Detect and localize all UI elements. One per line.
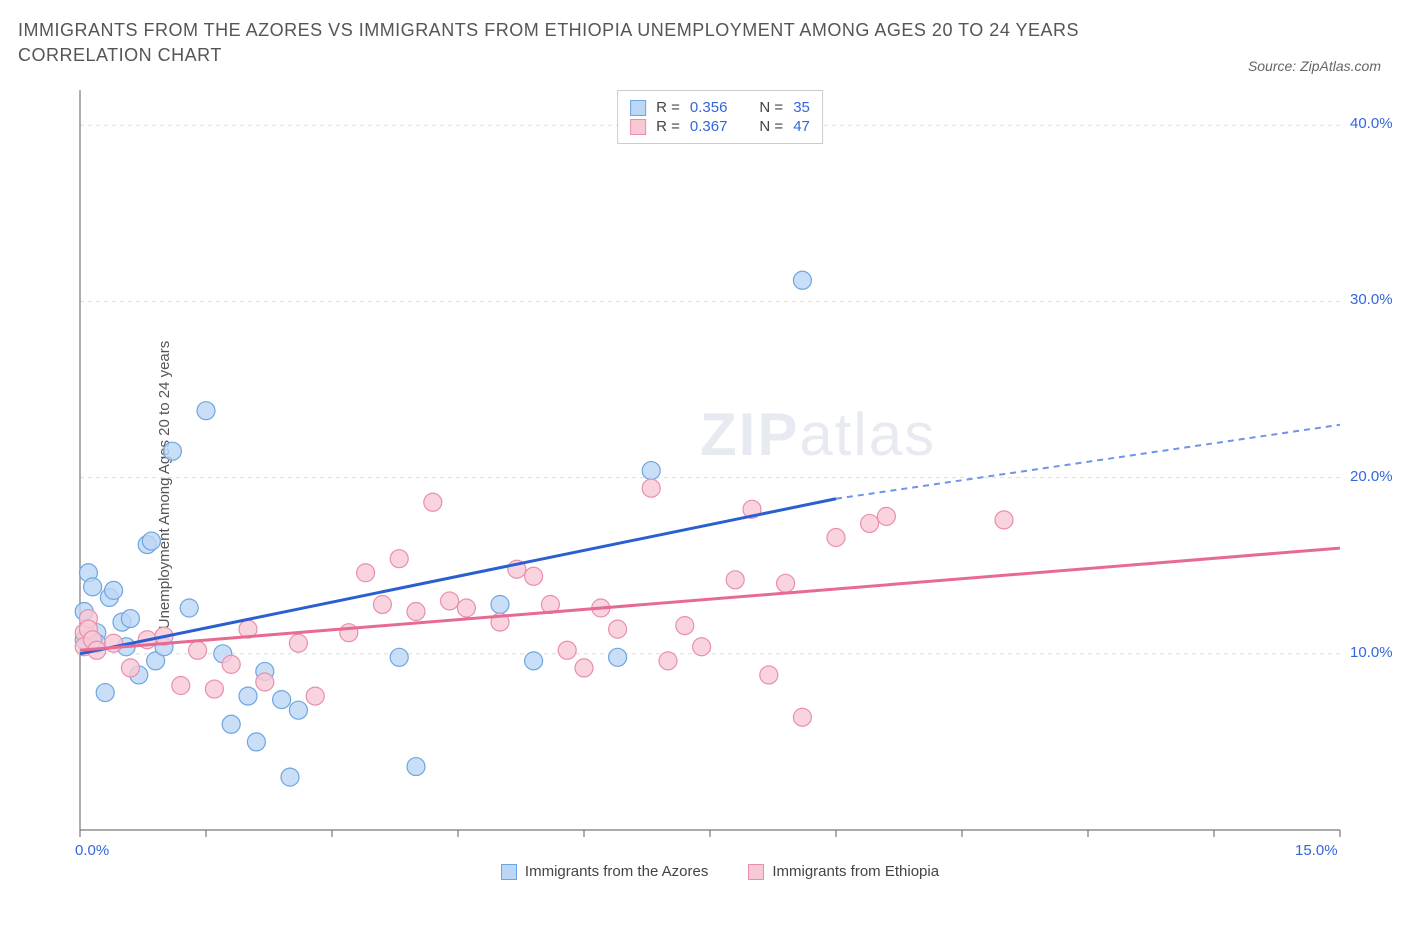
chart-area: Unemployment Among Ages 20 to 24 years Z… bbox=[60, 90, 1380, 880]
n-label: N = bbox=[759, 99, 783, 116]
chart-svg bbox=[60, 90, 1380, 880]
correlation-box: R = 0.356 N = 35 R = 0.367 N = 47 bbox=[617, 90, 823, 144]
x-tick-label: 0.0% bbox=[75, 842, 109, 859]
bottom-legend: Immigrants from the Azores Immigrants fr… bbox=[60, 863, 1380, 880]
corr-row-ethiopia: R = 0.367 N = 47 bbox=[630, 118, 810, 135]
legend-swatch-ethiopia bbox=[748, 864, 764, 880]
y-tick-label: 30.0% bbox=[1350, 291, 1393, 308]
legend-label-azores: Immigrants from the Azores bbox=[525, 863, 708, 880]
legend-swatch-azores bbox=[501, 864, 517, 880]
legend-label-ethiopia: Immigrants from Ethiopia bbox=[772, 863, 939, 880]
y-tick-label: 40.0% bbox=[1350, 115, 1393, 132]
chart-title: IMMIGRANTS FROM THE AZORES VS IMMIGRANTS… bbox=[18, 18, 1158, 68]
x-tick-label: 15.0% bbox=[1295, 842, 1338, 859]
swatch-ethiopia bbox=[630, 119, 646, 135]
legend-item-azores: Immigrants from the Azores bbox=[501, 863, 708, 880]
r-value-azores: 0.356 bbox=[690, 99, 728, 116]
legend-item-ethiopia: Immigrants from Ethiopia bbox=[748, 863, 939, 880]
n-value-ethiopia: 47 bbox=[793, 118, 810, 135]
y-tick-label: 10.0% bbox=[1350, 644, 1393, 661]
source-credit: Source: ZipAtlas.com bbox=[1248, 58, 1381, 74]
r-label: R = bbox=[656, 99, 680, 116]
corr-row-azores: R = 0.356 N = 35 bbox=[630, 99, 810, 116]
swatch-azores bbox=[630, 100, 646, 116]
r-label: R = bbox=[656, 118, 680, 135]
r-value-ethiopia: 0.367 bbox=[690, 118, 728, 135]
y-tick-label: 20.0% bbox=[1350, 468, 1393, 485]
n-label: N = bbox=[759, 118, 783, 135]
n-value-azores: 35 bbox=[793, 99, 810, 116]
